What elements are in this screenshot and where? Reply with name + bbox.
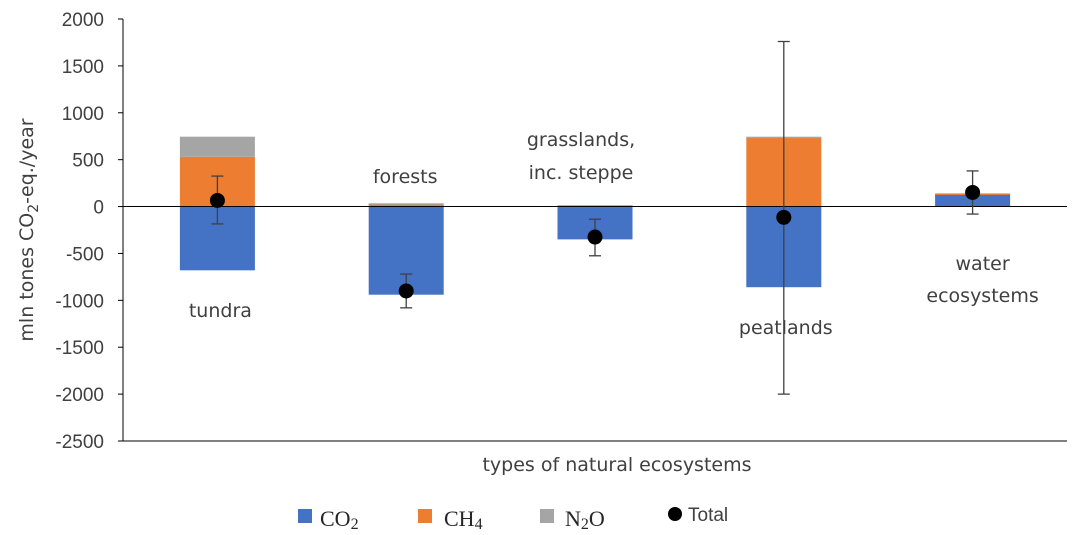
y-tick-label: -2000: [55, 385, 104, 406]
legend-label-total: Total: [688, 505, 728, 526]
legend-label-ch4: CH4: [444, 506, 483, 533]
y-tick-label: -1500: [55, 338, 104, 359]
category-label: tundra: [189, 300, 252, 322]
total-marker: [398, 283, 414, 299]
legend: CO2 CH4 N2O Total: [298, 505, 728, 533]
category-label: grasslands,: [527, 129, 635, 151]
category-label: water: [956, 253, 1010, 275]
category-label: forests: [373, 166, 438, 188]
legend-label-n2o: N2O: [565, 506, 605, 533]
legend-swatch-co2: [298, 509, 312, 523]
total-marker: [776, 209, 792, 225]
y-tick-label: 0: [93, 198, 104, 219]
y-tick-label: 1500: [62, 57, 104, 78]
total-marker: [587, 229, 603, 245]
total-marker: [209, 192, 225, 208]
y-tick-label: -1000: [55, 291, 104, 312]
legend-swatch-n2o: [540, 509, 554, 523]
category-label-line2: inc. steppe: [529, 162, 634, 184]
bar-segment: [368, 203, 444, 207]
category-labels: tundra forests grasslands, inc. steppe peatl…: [189, 129, 1039, 339]
y-tick-label: -2500: [55, 432, 104, 453]
y-tick-label: 1000: [62, 104, 104, 125]
legend-marker-total: [668, 507, 682, 521]
legend-swatch-ch4: [418, 509, 432, 523]
total-markers: [209, 184, 981, 299]
y-tick-label: -500: [66, 244, 104, 265]
y-axis-ticks: -2500 -2000 -1500 -1000 -500 0 500 1000 1500 2000: [55, 10, 123, 453]
y-axis-title: mln tones CO2-eq./year: [16, 118, 42, 341]
category-label-line2: ecosystems: [926, 285, 1038, 307]
category-label: peatlands: [739, 317, 833, 339]
y-tick-label: 2000: [62, 10, 104, 31]
total-marker: [965, 184, 981, 200]
legend-label-co2: CO2: [320, 506, 359, 533]
x-axis-title: types of natural ecosystems: [482, 454, 751, 476]
bar-segment: [557, 205, 633, 207]
y-tick-label: 500: [72, 151, 104, 172]
bars: [179, 136, 1011, 295]
bar-segment: [179, 136, 255, 157]
bar-segment: [368, 203, 444, 205]
